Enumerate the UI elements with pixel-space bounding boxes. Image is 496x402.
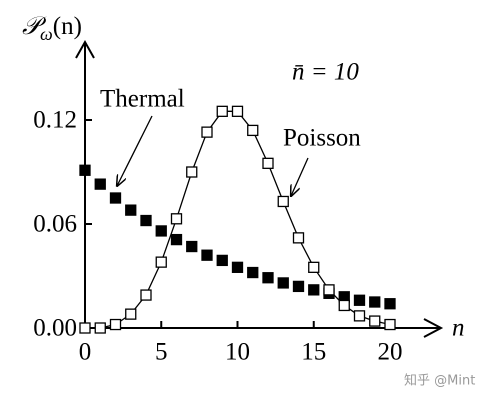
marker	[323, 284, 335, 296]
x-tick-label: 20	[378, 339, 403, 366]
marker	[186, 240, 198, 253]
marker	[216, 105, 228, 117]
y-label-sub: ω	[40, 24, 53, 44]
marker	[338, 299, 350, 312]
marker	[308, 284, 320, 296]
thermal-annotation: Thermal	[100, 86, 185, 113]
marker	[140, 214, 152, 227]
marker	[277, 277, 289, 289]
marker	[292, 280, 305, 293]
marker	[125, 308, 137, 320]
marker	[79, 164, 91, 176]
mean-annotation: n̄ = 10	[292, 59, 359, 86]
marker	[155, 225, 167, 237]
marker	[94, 322, 106, 334]
marker	[262, 157, 274, 169]
marker	[170, 233, 183, 246]
x-axis-arrow	[423, 318, 444, 338]
watermark: 知乎 @Mint	[404, 373, 475, 389]
marker	[201, 249, 213, 261]
poisson-annotation: Poisson	[283, 125, 361, 152]
marker	[384, 298, 396, 310]
marker	[262, 272, 274, 284]
marker	[247, 124, 259, 137]
marker	[186, 166, 198, 178]
marker	[170, 213, 183, 225]
marker	[369, 315, 381, 327]
poisson-arrow	[291, 157, 309, 196]
marker	[216, 254, 228, 267]
marker	[109, 318, 122, 331]
marker	[231, 261, 244, 273]
y-label-arg: (n)	[53, 13, 82, 40]
marker	[94, 178, 106, 190]
thermal-arrow	[117, 115, 153, 186]
marker	[125, 204, 137, 216]
marker	[247, 266, 259, 279]
marker	[277, 195, 289, 208]
y-tick-label: 0.12	[33, 107, 77, 134]
marker	[369, 296, 381, 308]
y-axis-label: 𝒫ω(n)	[22, 13, 82, 44]
marker	[353, 294, 366, 306]
marker	[292, 232, 305, 244]
marker	[79, 322, 91, 334]
x-tick-label: 10	[225, 339, 250, 366]
x-tick-label: 5	[155, 339, 168, 366]
marker	[109, 192, 122, 204]
marker	[155, 256, 167, 268]
marker	[231, 105, 244, 117]
y-tick-label: 0.06	[33, 211, 77, 238]
marker	[140, 289, 152, 301]
x-tick-label: 15	[301, 339, 326, 366]
marker	[353, 310, 366, 322]
y-axis-arrow	[75, 39, 95, 59]
marker	[384, 318, 396, 331]
y-tick-label: 0.00	[33, 315, 77, 342]
x-tick-label: 0	[79, 339, 92, 366]
marker	[201, 126, 213, 138]
marker	[308, 261, 320, 273]
x-axis-label: n	[452, 315, 465, 342]
